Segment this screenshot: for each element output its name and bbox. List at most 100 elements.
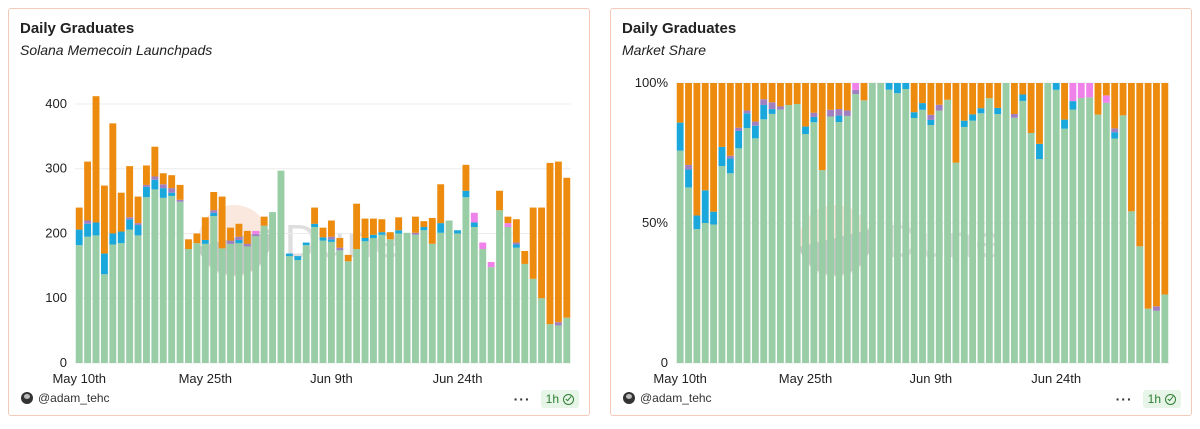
bar-segment[interactable]: [927, 114, 935, 120]
bar-segment[interactable]: [227, 243, 234, 363]
bar-segment[interactable]: [117, 192, 125, 232]
bar-segment[interactable]: [743, 127, 751, 363]
bar-segment[interactable]: [1144, 308, 1152, 363]
bar-segment[interactable]: [302, 245, 310, 363]
bar-segment[interactable]: [470, 212, 478, 223]
bar-segment[interactable]: [1136, 246, 1144, 363]
bar-segment[interactable]: [868, 83, 876, 363]
bar-segment[interactable]: [960, 83, 968, 121]
bar-segment[interactable]: [835, 122, 843, 363]
bar-segment[interactable]: [285, 253, 293, 257]
bar-segment[interactable]: [676, 150, 684, 363]
bar-segment[interactable]: [512, 219, 520, 243]
bar-segment[interactable]: [985, 83, 993, 99]
bar-segment[interactable]: [751, 125, 759, 139]
bar-segment[interactable]: [420, 227, 428, 231]
bar-segment[interactable]: [835, 83, 843, 110]
bar-segment[interactable]: [218, 248, 226, 363]
bar-segment[interactable]: [496, 190, 503, 211]
bar-segment[interactable]: [810, 83, 818, 113]
bar-segment[interactable]: [201, 239, 209, 244]
bar-segment[interactable]: [143, 186, 150, 198]
bar-segment[interactable]: [546, 162, 554, 325]
bar-segment[interactable]: [676, 122, 684, 151]
bar-segment[interactable]: [802, 83, 809, 127]
bar-segment[interactable]: [1153, 83, 1160, 307]
bar-segment[interactable]: [676, 83, 684, 123]
bar-segment[interactable]: [168, 192, 176, 196]
bar-segment[interactable]: [84, 223, 92, 237]
bar-segment[interactable]: [852, 83, 860, 90]
bar-segment[interactable]: [454, 233, 461, 363]
bar-segment[interactable]: [437, 232, 445, 363]
bar-segment[interactable]: [843, 83, 851, 111]
bar-segment[interactable]: [1153, 310, 1160, 363]
bar-segment[interactable]: [538, 207, 546, 299]
bar-segment[interactable]: [512, 247, 520, 363]
bar-segment[interactable]: [685, 169, 692, 188]
bar-segment[interactable]: [1119, 115, 1127, 364]
bar-segment[interactable]: [84, 236, 92, 363]
bar-segment[interactable]: [403, 232, 411, 363]
bar-segment[interactable]: [1111, 138, 1119, 364]
bar-segment[interactable]: [1111, 132, 1119, 139]
bar-segment[interactable]: [311, 227, 319, 363]
bar-segment[interactable]: [563, 177, 571, 318]
bar-segment[interactable]: [685, 187, 692, 363]
bar-segment[interactable]: [369, 238, 377, 363]
bar-segment[interactable]: [479, 242, 487, 250]
bar-segment[interactable]: [218, 196, 226, 249]
bar-segment[interactable]: [910, 118, 918, 363]
bar-segment[interactable]: [1086, 97, 1094, 364]
bar-segment[interactable]: [1069, 109, 1077, 363]
bar-segment[interactable]: [977, 83, 985, 109]
bar-segment[interactable]: [378, 232, 386, 235]
bar-segment[interactable]: [151, 176, 159, 180]
bar-segment[interactable]: [201, 243, 209, 363]
bar-segment[interactable]: [1019, 100, 1027, 364]
bar-segment[interactable]: [1061, 119, 1068, 129]
bar-segment[interactable]: [701, 223, 709, 363]
bar-segment[interactable]: [827, 116, 835, 364]
refresh-badge[interactable]: 1h: [1142, 390, 1181, 408]
bar-segment[interactable]: [726, 155, 734, 159]
bar-segment[interactable]: [985, 98, 993, 363]
bar-segment[interactable]: [185, 249, 192, 363]
bar-segment[interactable]: [1052, 83, 1060, 90]
bar-segment[interactable]: [768, 83, 776, 103]
bar-segment[interactable]: [735, 148, 743, 363]
bar-segment[interactable]: [92, 222, 100, 236]
bar-segment[interactable]: [243, 230, 251, 244]
bar-segment[interactable]: [751, 138, 759, 363]
bar-segment[interactable]: [835, 109, 843, 116]
bar-segment[interactable]: [785, 83, 793, 105]
bar-segment[interactable]: [1027, 83, 1035, 133]
bar-segment[interactable]: [760, 99, 768, 105]
bar-segment[interactable]: [554, 322, 562, 326]
bar-segment[interactable]: [75, 229, 83, 246]
bar-segment[interactable]: [1061, 83, 1068, 120]
bar-segment[interactable]: [1111, 128, 1119, 133]
bar-segment[interactable]: [768, 109, 776, 114]
bar-segment[interactable]: [319, 227, 327, 238]
bar-segment[interactable]: [395, 217, 403, 231]
bar-segment[interactable]: [134, 223, 142, 226]
bar-segment[interactable]: [395, 230, 403, 234]
bar-segment[interactable]: [378, 234, 386, 363]
bar-segment[interactable]: [1077, 98, 1085, 364]
bar-segment[interactable]: [302, 242, 310, 246]
bar-segment[interactable]: [126, 166, 134, 218]
bar-segment[interactable]: [235, 236, 243, 240]
bar-segment[interactable]: [1027, 133, 1035, 363]
bar-segment[interactable]: [685, 83, 692, 165]
bar-segment[interactable]: [134, 196, 142, 224]
bar-segment[interactable]: [1069, 101, 1077, 110]
bar-segment[interactable]: [1102, 102, 1110, 363]
bar-segment[interactable]: [935, 110, 943, 363]
bar-segment[interactable]: [1127, 83, 1135, 212]
bar-segment[interactable]: [1161, 83, 1169, 295]
bar-segment[interactable]: [843, 110, 851, 116]
bar-segment[interactable]: [1036, 159, 1043, 363]
bar-segment[interactable]: [109, 123, 117, 234]
bar-segment[interactable]: [1019, 94, 1027, 101]
